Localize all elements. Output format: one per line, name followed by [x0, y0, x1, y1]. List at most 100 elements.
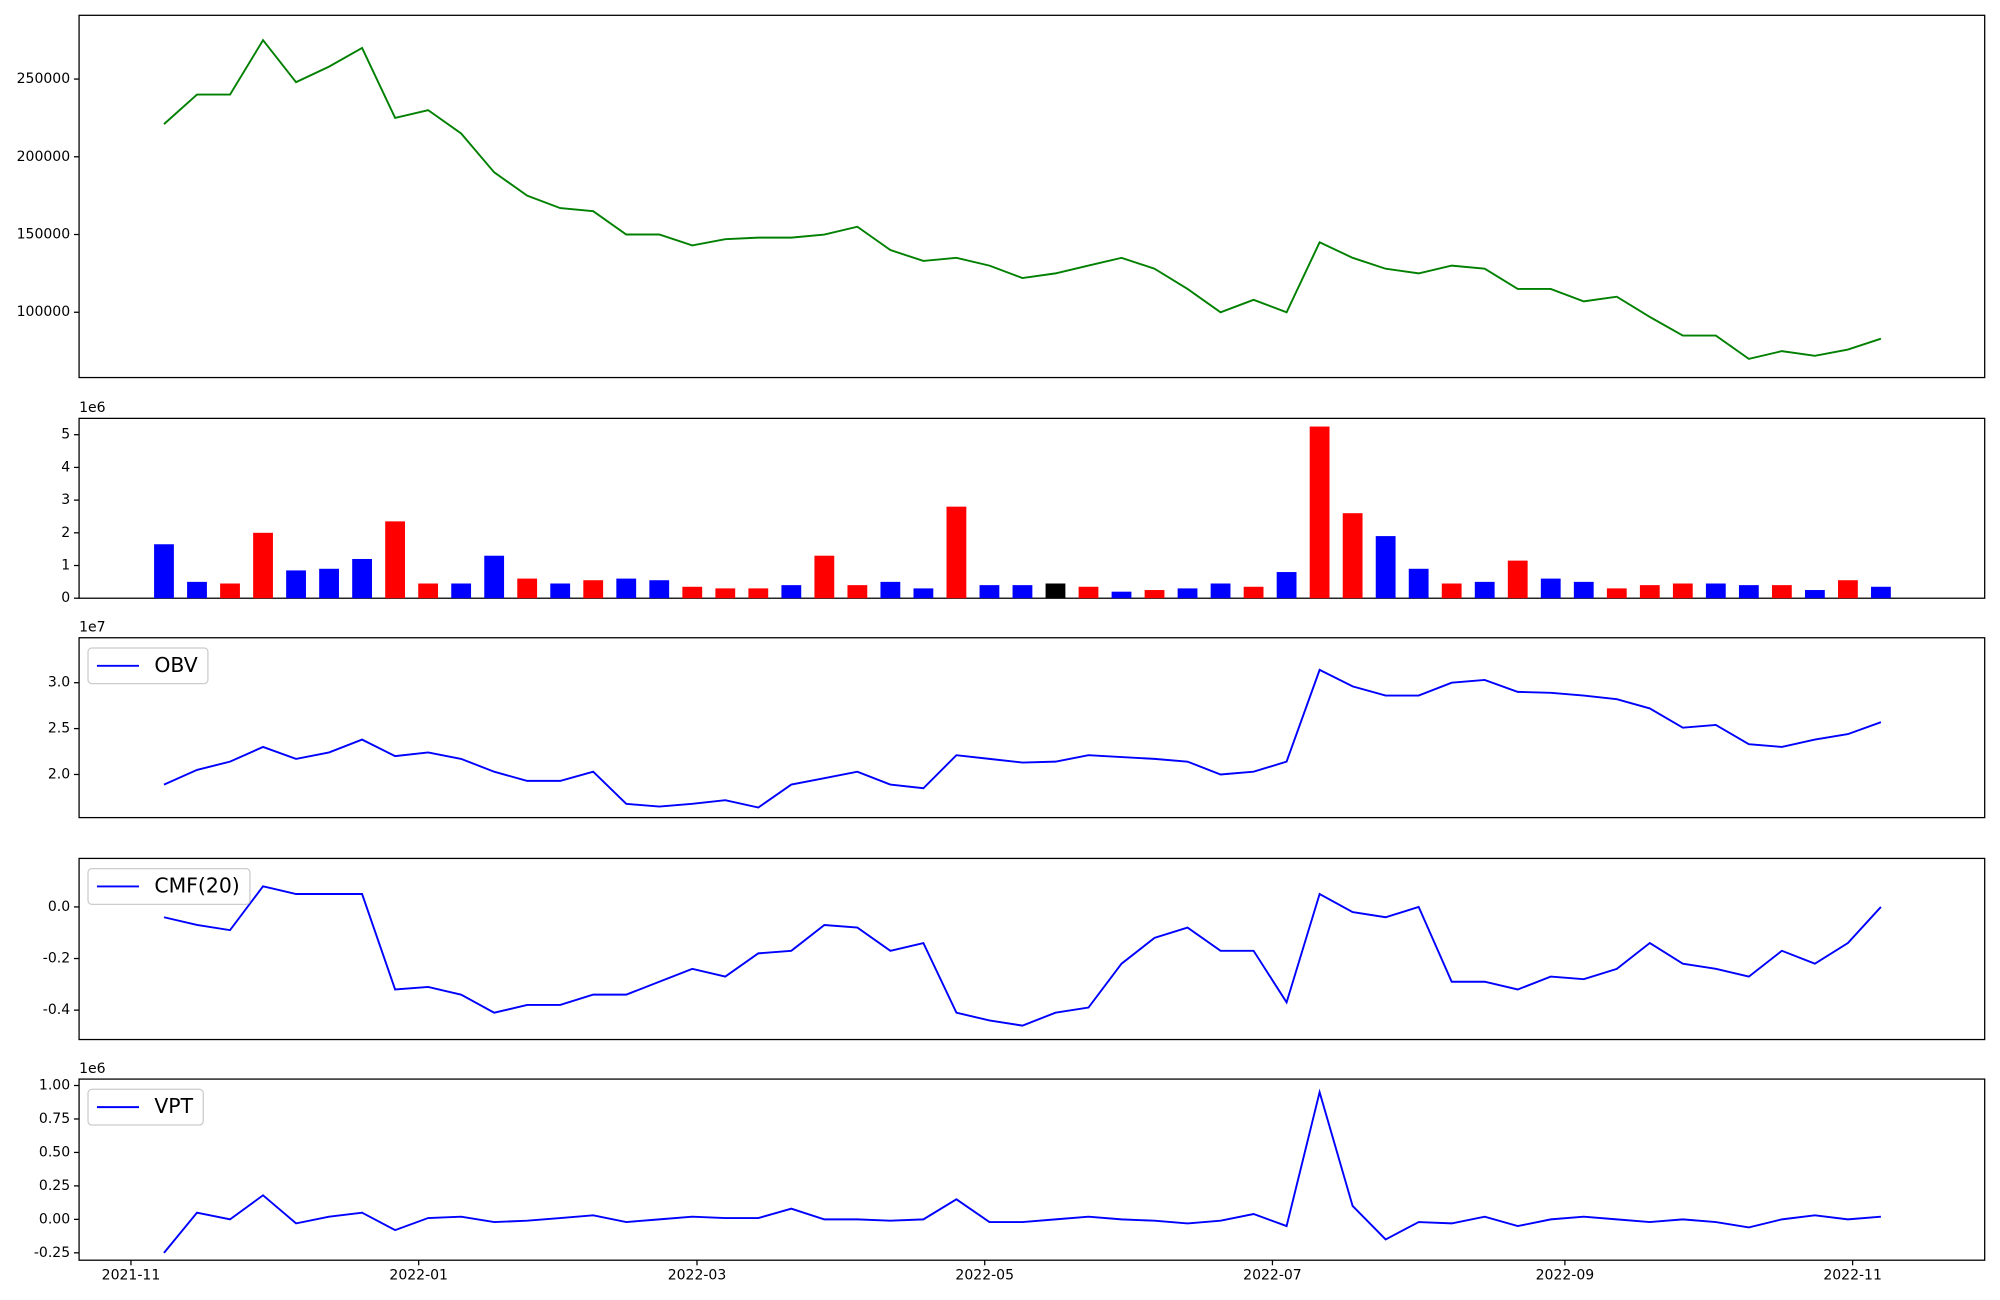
legend-label: OBV	[154, 653, 197, 677]
data-line	[163, 38, 1882, 360]
volume-bar	[1276, 572, 1297, 599]
volume-bar	[1705, 583, 1726, 599]
y-tick-label: 2.5	[48, 721, 70, 737]
data-line	[163, 668, 1882, 809]
volume-bar	[1672, 583, 1693, 599]
x-tick-label: 2022-01	[389, 1268, 448, 1284]
x-tick-label: 2022-09	[1536, 1268, 1595, 1284]
volume-bar	[913, 588, 934, 599]
volume-bar	[187, 581, 207, 599]
volume-bar	[1804, 590, 1825, 599]
legend-label: CMF(20)	[154, 873, 239, 897]
volume-bar	[154, 544, 174, 599]
axis-offset: 1e7	[79, 620, 105, 636]
volume-bar	[1441, 583, 1462, 599]
volume-bar	[1210, 583, 1231, 599]
volume-bar	[451, 583, 472, 599]
y-tick-label: 250000	[17, 71, 71, 87]
y-tick-label: 2.0	[48, 766, 70, 782]
volume-bar	[1408, 568, 1429, 599]
volume-bar	[814, 555, 835, 599]
volume-bar	[748, 588, 769, 599]
y-tick-label: 0.25	[39, 1178, 70, 1194]
y-tick-label: 1.00	[39, 1078, 70, 1094]
volume-bar	[880, 581, 901, 599]
y-tick-label: 4	[61, 459, 70, 475]
y-tick-label: -0.4	[43, 1002, 70, 1018]
axis-offset: 1e6	[79, 1061, 106, 1077]
y-tick-label: 1	[61, 558, 70, 574]
y-tick-label: 200000	[17, 149, 71, 165]
volume-bar	[1540, 578, 1561, 599]
axes-frame	[78, 637, 1986, 819]
volume-bar	[715, 588, 736, 599]
volume-bar	[1474, 581, 1495, 599]
y-tick-label: 0.50	[39, 1144, 70, 1160]
volume-bar	[352, 558, 372, 599]
volume-bar	[418, 583, 439, 599]
x-tick-label: 2021-11	[102, 1268, 161, 1284]
volume-bar	[583, 580, 604, 599]
volume-bar	[1507, 560, 1528, 599]
volume-bar	[550, 583, 571, 599]
volume-bar	[847, 585, 868, 599]
y-tick-label: 3	[61, 492, 70, 508]
volume-bar	[781, 585, 802, 599]
y-tick-label: 0.00	[39, 1211, 70, 1227]
volume-bar	[1871, 586, 1891, 599]
legend-box	[87, 867, 251, 905]
volume-bar	[1012, 585, 1033, 599]
axes-frame	[78, 14, 1986, 379]
y-tick-label: -0.25	[34, 1245, 70, 1261]
y-tick-label: 150000	[17, 227, 71, 243]
x-tick-label: 2022-11	[1823, 1268, 1882, 1284]
y-tick-label: 3.0	[48, 675, 70, 691]
volume-bar	[1573, 581, 1594, 599]
volume-bar	[979, 585, 1000, 599]
legend-box	[87, 647, 209, 685]
legend-box	[87, 1088, 204, 1126]
volume-bar	[1243, 586, 1264, 599]
y-tick-label: 0.0	[48, 899, 70, 915]
y-tick-label: 2	[61, 525, 70, 541]
y-tick-label: -0.2	[43, 951, 70, 967]
volume-bar	[1078, 586, 1099, 599]
volume-bar	[484, 555, 505, 599]
volume-bar	[1639, 585, 1660, 599]
volume-bar	[1606, 588, 1627, 599]
axis-offset: 1e6	[79, 400, 106, 416]
volume-bar	[946, 506, 967, 599]
volume-bar	[1111, 591, 1132, 599]
volume-bar	[1342, 513, 1363, 599]
volume-bar	[253, 532, 273, 599]
y-tick-label: 0.75	[39, 1111, 70, 1127]
volume-bar	[1375, 536, 1396, 599]
axes-frame	[78, 857, 1986, 1041]
data-line	[163, 885, 1882, 1027]
volume-bar	[682, 586, 703, 599]
volume-bar	[649, 580, 670, 599]
x-tick-label: 2022-03	[668, 1268, 727, 1284]
volume-bar	[1837, 580, 1858, 599]
data-line	[163, 1088, 1881, 1254]
volume-bar	[1045, 583, 1066, 599]
volume-bar	[220, 583, 240, 599]
volume-bar	[1771, 585, 1792, 599]
volume-bar	[385, 521, 406, 599]
y-tick-label: 5	[61, 427, 70, 443]
y-tick-label: 0	[61, 590, 70, 606]
x-tick-label: 2022-05	[955, 1268, 1014, 1284]
volume-bar	[1738, 585, 1759, 599]
x-tick-label: 2022-07	[1243, 1268, 1302, 1284]
volume-bar	[319, 568, 339, 599]
legend-label: VPT	[154, 1094, 193, 1118]
volume-bar	[1309, 426, 1330, 599]
axes-frame	[78, 1078, 1986, 1261]
volume-bar	[1177, 588, 1198, 599]
volume-bar	[616, 578, 637, 599]
y-tick-label: 100000	[17, 304, 71, 320]
volume-bar	[517, 578, 538, 599]
volume-bar	[1144, 590, 1165, 599]
